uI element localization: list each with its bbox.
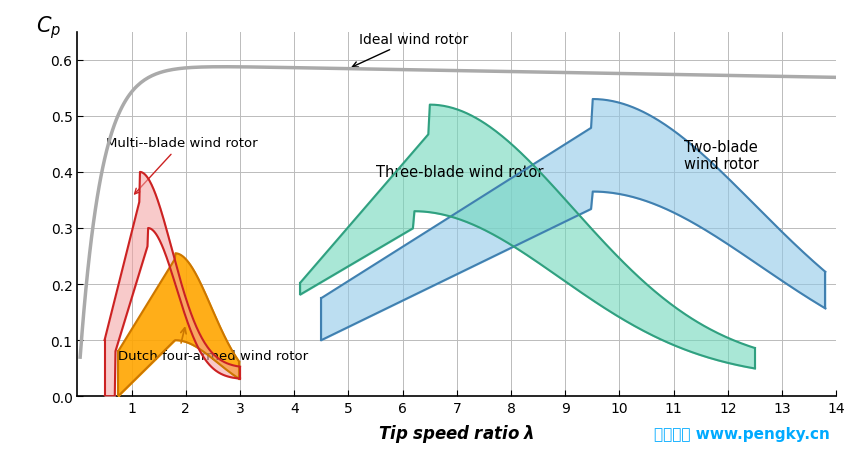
Text: Three-blade wind rotor: Three-blade wind rotor — [376, 165, 543, 180]
Text: 鹏茉科艺 www.pengky.cn: 鹏茉科艺 www.pengky.cn — [654, 425, 830, 441]
Text: $C_p$: $C_p$ — [36, 14, 61, 41]
Text: Two-blade
wind rotor: Two-blade wind rotor — [685, 140, 759, 172]
Text: Ideal wind rotor: Ideal wind rotor — [353, 33, 468, 68]
Text: Dutch four-armed wind rotor: Dutch four-armed wind rotor — [118, 349, 308, 362]
X-axis label: $\bfit{Tip\ speed\ ratio}\ \lambda$: $\bfit{Tip\ speed\ ratio}\ \lambda$ — [378, 422, 535, 444]
Text: Multi--blade wind rotor: Multi--blade wind rotor — [106, 137, 257, 195]
